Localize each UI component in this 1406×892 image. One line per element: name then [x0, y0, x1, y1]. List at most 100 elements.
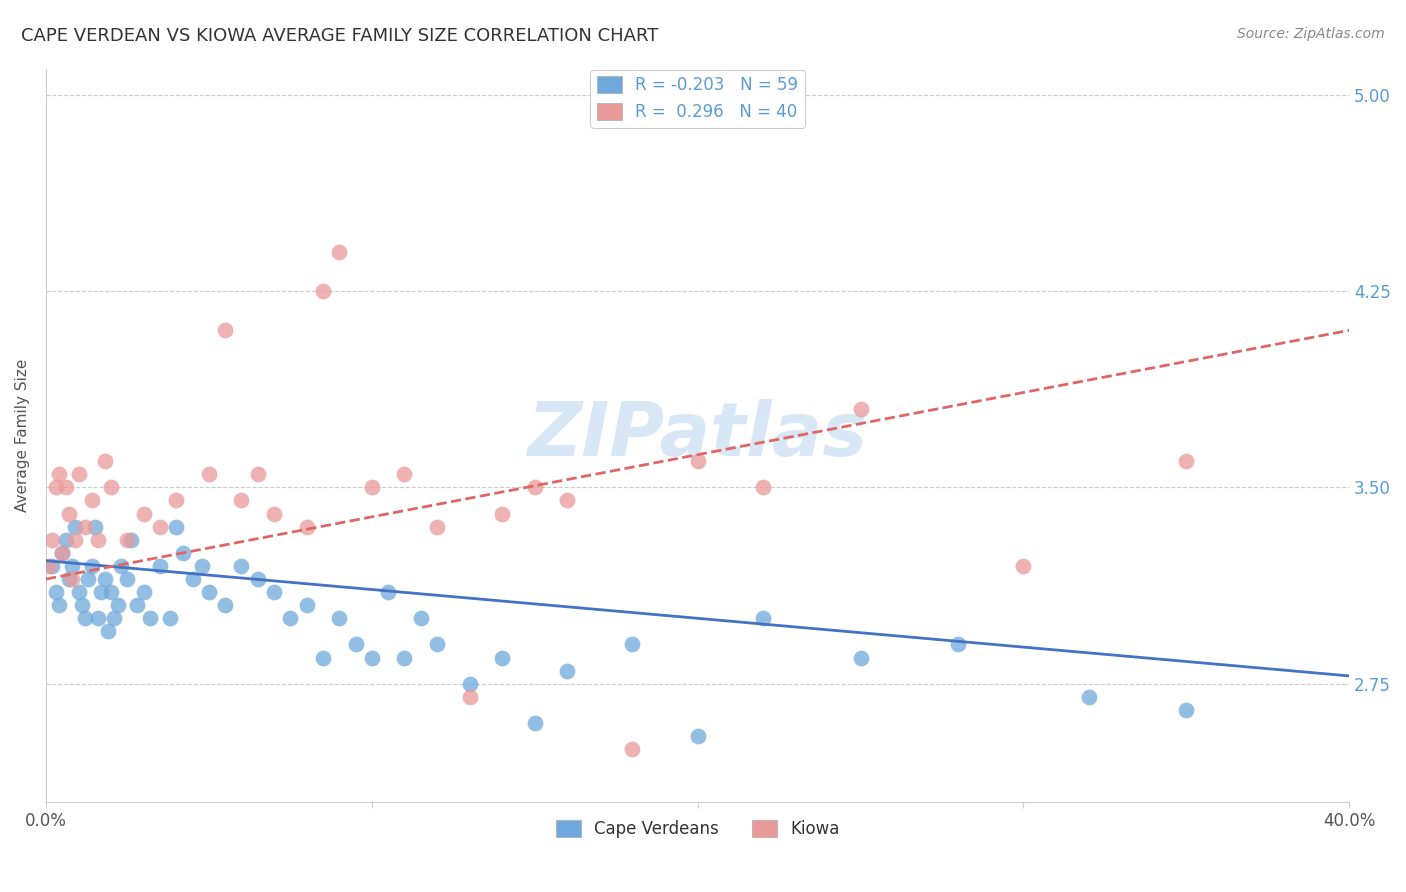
Point — [67, 467, 90, 482]
Point — [41, 533, 63, 547]
Point — [295, 598, 318, 612]
Point — [686, 454, 709, 468]
Point — [948, 638, 970, 652]
Point — [93, 572, 115, 586]
Point — [394, 467, 416, 482]
Point — [752, 480, 775, 494]
Point — [523, 480, 546, 494]
Point — [55, 480, 77, 494]
Point — [394, 650, 416, 665]
Point — [458, 677, 481, 691]
Point — [139, 611, 162, 625]
Point — [191, 558, 214, 573]
Point — [70, 598, 93, 612]
Point — [58, 507, 80, 521]
Point — [849, 650, 872, 665]
Point — [149, 558, 172, 573]
Point — [214, 598, 236, 612]
Point — [41, 558, 63, 573]
Text: CAPE VERDEAN VS KIOWA AVERAGE FAMILY SIZE CORRELATION CHART: CAPE VERDEAN VS KIOWA AVERAGE FAMILY SIZ… — [21, 27, 658, 45]
Point — [214, 323, 236, 337]
Point — [328, 244, 350, 259]
Point — [65, 519, 87, 533]
Point — [149, 519, 172, 533]
Point — [132, 507, 155, 521]
Point — [67, 585, 90, 599]
Point — [120, 533, 142, 547]
Point — [100, 480, 122, 494]
Point — [312, 650, 335, 665]
Point — [686, 729, 709, 743]
Point — [377, 585, 399, 599]
Point — [555, 664, 578, 678]
Point — [132, 585, 155, 599]
Point — [165, 493, 187, 508]
Point — [165, 519, 187, 533]
Point — [1077, 690, 1099, 704]
Point — [849, 401, 872, 416]
Point — [58, 572, 80, 586]
Point — [117, 572, 139, 586]
Point — [75, 519, 97, 533]
Point — [103, 611, 125, 625]
Point — [198, 467, 221, 482]
Point — [48, 467, 70, 482]
Point — [491, 650, 513, 665]
Point — [75, 611, 97, 625]
Point — [491, 507, 513, 521]
Point — [77, 572, 100, 586]
Point — [65, 533, 87, 547]
Point — [458, 690, 481, 704]
Point — [523, 716, 546, 731]
Point — [97, 624, 120, 639]
Point — [752, 611, 775, 625]
Point — [360, 650, 382, 665]
Point — [127, 598, 149, 612]
Point — [90, 585, 112, 599]
Point — [51, 546, 73, 560]
Text: ZIPatlas: ZIPatlas — [527, 399, 868, 472]
Point — [55, 533, 77, 547]
Point — [48, 598, 70, 612]
Point — [231, 493, 253, 508]
Point — [246, 467, 269, 482]
Point — [1175, 454, 1198, 468]
Point — [198, 585, 221, 599]
Point — [45, 480, 67, 494]
Point — [110, 558, 132, 573]
Point — [181, 572, 204, 586]
Legend: Cape Verdeans, Kiowa: Cape Verdeans, Kiowa — [548, 813, 846, 845]
Y-axis label: Average Family Size: Average Family Size — [15, 359, 30, 512]
Point — [263, 585, 285, 599]
Point — [295, 519, 318, 533]
Point — [246, 572, 269, 586]
Point — [60, 558, 83, 573]
Point — [426, 519, 449, 533]
Point — [80, 493, 103, 508]
Point — [117, 533, 139, 547]
Point — [83, 519, 105, 533]
Point — [409, 611, 432, 625]
Point — [1175, 703, 1198, 717]
Point — [621, 742, 644, 756]
Point — [1012, 558, 1035, 573]
Point — [360, 480, 382, 494]
Point — [93, 454, 115, 468]
Point — [344, 638, 367, 652]
Point — [38, 558, 60, 573]
Point — [328, 611, 350, 625]
Point — [263, 507, 285, 521]
Point — [621, 638, 644, 652]
Text: Source: ZipAtlas.com: Source: ZipAtlas.com — [1237, 27, 1385, 41]
Point — [159, 611, 181, 625]
Point — [100, 585, 122, 599]
Point — [87, 533, 110, 547]
Point — [426, 638, 449, 652]
Point — [107, 598, 129, 612]
Point — [87, 611, 110, 625]
Point — [172, 546, 194, 560]
Point — [60, 572, 83, 586]
Point — [45, 585, 67, 599]
Point — [231, 558, 253, 573]
Point — [312, 284, 335, 298]
